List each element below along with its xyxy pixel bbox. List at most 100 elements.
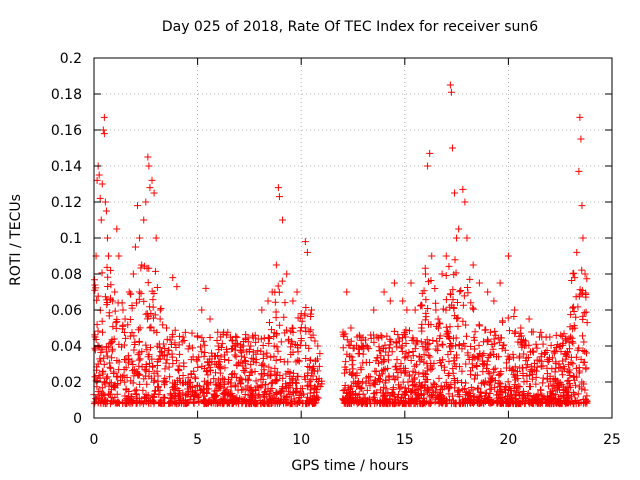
data-point: [129, 379, 137, 387]
data-point: [235, 359, 243, 367]
data-point: [247, 361, 255, 369]
data-point: [490, 350, 498, 358]
data-point: [147, 344, 155, 352]
data-point: [416, 382, 424, 390]
data-point: [407, 357, 415, 365]
data-point: [249, 334, 257, 342]
data-point: [245, 371, 253, 379]
data-point: [140, 375, 148, 383]
data-point: [228, 336, 236, 344]
data-point: [425, 386, 433, 394]
data-point: [98, 180, 106, 188]
data-point: [344, 398, 352, 406]
data-point: [362, 374, 370, 382]
data-point: [221, 390, 229, 398]
data-point: [151, 267, 159, 275]
y-tick-label: 0.12: [51, 195, 82, 211]
data-point: [578, 385, 586, 393]
data-point: [339, 344, 347, 352]
data-point: [506, 395, 514, 403]
data-point: [150, 327, 158, 335]
data-point: [484, 337, 492, 345]
data-point: [264, 371, 272, 379]
data-point: [500, 386, 508, 394]
data-point: [100, 354, 108, 362]
data-point: [410, 400, 418, 408]
data-point: [250, 357, 258, 365]
data-point: [572, 353, 580, 361]
data-point: [449, 342, 457, 350]
data-point: [492, 331, 500, 339]
data-point: [176, 391, 184, 399]
data-point: [508, 391, 516, 399]
data-point: [217, 378, 225, 386]
data-point: [359, 390, 367, 398]
data-point: [168, 350, 176, 358]
data-point: [292, 358, 300, 366]
data-point: [95, 343, 103, 351]
data-point: [198, 348, 206, 356]
data-point: [397, 344, 405, 352]
data-point: [532, 380, 540, 388]
data-point: [549, 396, 557, 404]
data-point: [264, 297, 272, 305]
data-point: [448, 301, 456, 309]
data-point: [142, 360, 150, 368]
data-point: [258, 306, 266, 314]
y-tick-label: 0.08: [51, 267, 82, 283]
data-point: [381, 365, 389, 373]
data-point: [573, 248, 581, 256]
data-point: [430, 389, 438, 397]
data-point: [575, 292, 583, 300]
data-point: [346, 368, 354, 376]
data-point: [204, 358, 212, 366]
data-point: [375, 359, 383, 367]
data-points: [90, 81, 591, 408]
data-point: [539, 395, 547, 403]
data-point: [375, 347, 383, 355]
data-point: [269, 395, 277, 403]
data-point: [569, 360, 577, 368]
data-point: [305, 344, 313, 352]
data-point: [417, 338, 425, 346]
data-point: [457, 286, 465, 294]
data-point: [560, 330, 568, 338]
data-point: [418, 327, 426, 335]
data-point: [267, 379, 275, 387]
data-point: [134, 202, 142, 210]
data-point: [415, 379, 423, 387]
data-point: [525, 382, 533, 390]
data-point: [316, 382, 324, 390]
data-point: [476, 322, 484, 330]
data-point: [249, 390, 257, 398]
data-point: [555, 394, 563, 402]
data-point: [382, 377, 390, 385]
data-point: [275, 193, 283, 201]
data-point: [491, 364, 499, 372]
data-point: [462, 360, 470, 368]
data-point: [127, 290, 135, 298]
data-point: [135, 356, 143, 364]
data-point: [175, 389, 183, 397]
data-point: [445, 262, 453, 270]
data-point: [232, 373, 240, 381]
data-point: [373, 388, 381, 396]
data-point: [161, 374, 169, 382]
data-point: [432, 345, 440, 353]
data-point: [551, 375, 559, 383]
data-point: [108, 347, 116, 355]
data-point: [464, 351, 472, 359]
data-point: [147, 323, 155, 331]
data-point: [417, 301, 425, 309]
data-point: [422, 296, 430, 304]
data-point: [180, 359, 188, 367]
x-tick-label: 0: [90, 432, 99, 448]
data-point: [288, 337, 296, 345]
data-point: [142, 310, 150, 318]
data-point: [459, 301, 467, 309]
data-point: [128, 304, 136, 312]
data-point: [444, 329, 452, 337]
data-point: [486, 399, 494, 407]
data-point: [131, 340, 139, 348]
data-point: [423, 336, 431, 344]
